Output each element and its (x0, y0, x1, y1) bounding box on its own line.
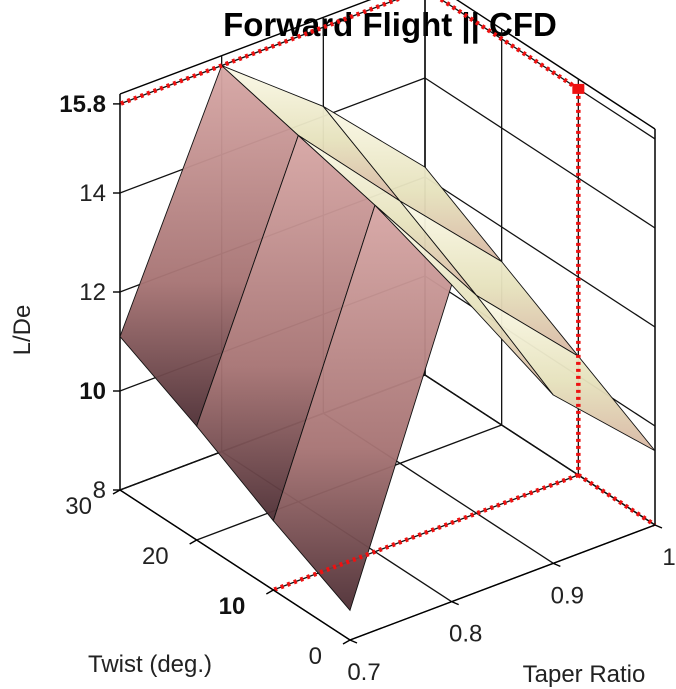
y-axis: 0 10 20 30 (65, 489, 351, 670)
grid-line (424, 176, 656, 328)
x-tick-label: 1 (662, 544, 675, 571)
x-tick (349, 639, 358, 644)
x-axis: 0.7 0.8 0.9 1 (347, 524, 676, 686)
z-tick-label: 12 (79, 279, 106, 306)
surface-mesh (119, 64, 656, 612)
z-tick-label: 14 (79, 180, 106, 207)
x-tick (654, 524, 663, 529)
y-tick-label: 20 (142, 543, 169, 570)
z-tick-label: 15.8 (59, 91, 106, 118)
x-tick-label: 0.9 (551, 582, 584, 609)
z-axis-label: L/De (9, 305, 36, 356)
grid-line (424, 374, 656, 526)
y-tick-label: 0 (309, 643, 322, 670)
grid-line (440, 0, 656, 140)
y-axis-label: Twist (deg.) (88, 651, 212, 678)
guide-line (577, 473, 657, 527)
max-guide-lines (119, 0, 657, 593)
chart-title: Forward Flight || CFD (223, 6, 557, 43)
guide-line (119, 0, 402, 107)
x-axis-label: Taper Ratio (523, 661, 646, 688)
box-edge (455, 0, 656, 130)
x-tick (553, 562, 561, 567)
x-tick-label: 0.8 (449, 621, 482, 648)
grid-line (424, 77, 656, 229)
box-edge (119, 489, 351, 641)
y-tick (265, 589, 274, 595)
box-edge (119, 0, 372, 95)
surface-patch (476, 295, 656, 452)
y-tick-label: 30 (65, 493, 92, 520)
y-tick (112, 489, 121, 495)
y-tick (342, 639, 351, 645)
guide-line (437, 0, 580, 91)
axes-box-front (119, 489, 656, 641)
guide-line (272, 472, 580, 593)
z-tick-label: 10 (79, 378, 106, 405)
max-marker (572, 83, 585, 94)
z-axis: 8 10 12 14 15.8 (59, 91, 120, 504)
x-tick-label: 0.7 (347, 659, 380, 686)
y-tick-label: 10 (219, 593, 246, 620)
x-tick (451, 601, 459, 606)
y-tick (189, 539, 198, 545)
box-edge (349, 524, 656, 641)
z-tick-label: 8 (93, 477, 106, 504)
